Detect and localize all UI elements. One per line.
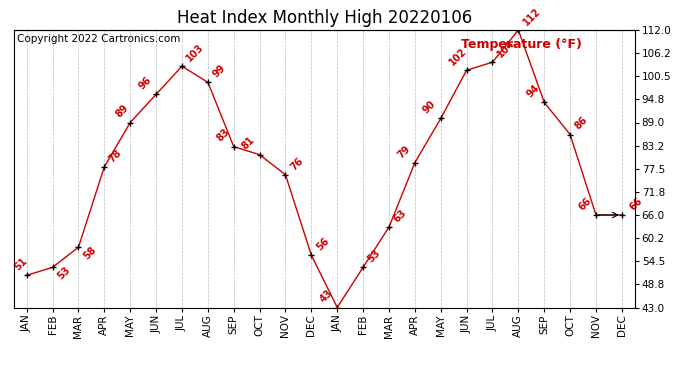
Text: 81: 81 xyxy=(240,135,257,152)
Text: 89: 89 xyxy=(114,103,130,120)
Text: 99: 99 xyxy=(210,63,227,80)
Text: 96: 96 xyxy=(137,75,153,92)
Text: 58: 58 xyxy=(81,244,98,261)
Text: 43: 43 xyxy=(318,288,335,305)
Text: 56: 56 xyxy=(314,236,331,252)
Text: 79: 79 xyxy=(395,143,412,160)
Text: Temperature (°F): Temperature (°F) xyxy=(461,38,582,51)
Text: 53: 53 xyxy=(55,264,72,281)
Text: 53: 53 xyxy=(366,248,382,264)
Text: 76: 76 xyxy=(288,155,305,172)
Text: 63: 63 xyxy=(392,208,408,224)
Title: Heat Index Monthly High 20220106: Heat Index Monthly High 20220106 xyxy=(177,9,472,27)
Text: 86: 86 xyxy=(573,115,589,132)
Text: 51: 51 xyxy=(13,256,30,273)
Text: 103: 103 xyxy=(185,42,206,63)
Text: 83: 83 xyxy=(215,127,231,144)
Text: 66: 66 xyxy=(627,196,644,212)
Text: 104: 104 xyxy=(495,38,517,59)
Text: 112: 112 xyxy=(521,6,542,27)
Text: 78: 78 xyxy=(107,147,124,164)
Text: 102: 102 xyxy=(447,46,469,68)
Text: Copyright 2022 Cartronics.com: Copyright 2022 Cartronics.com xyxy=(17,34,180,44)
Text: 94: 94 xyxy=(525,83,542,100)
Text: 66: 66 xyxy=(577,196,593,212)
Text: 90: 90 xyxy=(422,99,438,116)
